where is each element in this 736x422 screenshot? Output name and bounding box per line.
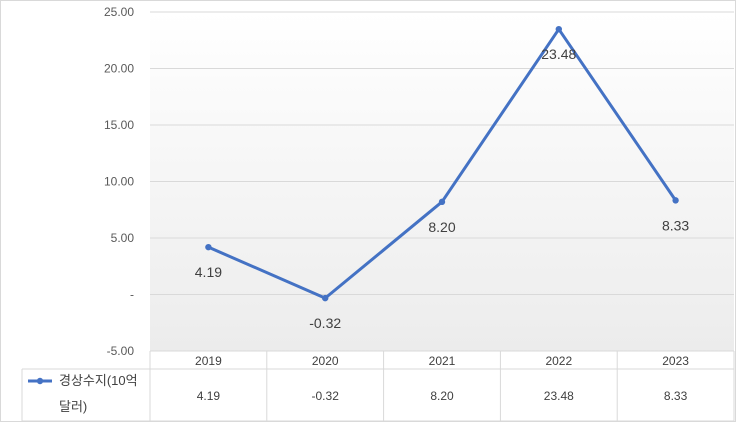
data-label: 8.33 [662,217,689,233]
table-value: 4.19 [197,389,221,403]
data-point [205,243,212,251]
y-tick-label: -5.00 [107,344,135,358]
data-point [438,198,446,206]
gridlines [150,11,734,352]
y-axis-ticks: 25.00 20.00 15.00 10.00 5.00 - -5.00 [104,5,134,358]
x-category-label: 2023 [662,354,689,368]
series-layer: 4.19 -0.32 8.20 23.48 8.33 [195,25,689,331]
data-point [555,25,562,33]
legend-label-line2: 달러) [59,399,87,414]
y-tick-label: 20.00 [104,62,134,76]
legend-marker [36,377,44,385]
table-value: 23.48 [544,389,574,403]
y-tick-label: 10.00 [104,175,134,189]
x-category-label: 2022 [545,354,572,368]
x-category-label: 2019 [195,354,222,368]
data-table: 2019 2020 2021 2022 2023 4.19 -0.32 8.20 23.48 8.… [21,351,735,422]
data-label: -0.32 [309,315,341,331]
x-category-label: 2021 [429,354,456,368]
data-point [322,294,329,302]
data-label: 23.48 [541,46,576,62]
table-value: -0.32 [312,389,340,403]
legend-label-line1: 경상수지(10억 [59,373,138,388]
y-tick-label: 15.00 [104,118,134,132]
data-label: 4.19 [195,264,222,280]
y-tick-label: - [130,288,134,302]
data-label: 8.20 [428,219,455,235]
data-point [672,197,679,204]
y-tick-label: 25.00 [104,5,134,19]
x-category-label: 2020 [312,354,339,368]
table-value: 8.33 [664,389,688,403]
y-tick-label: 5.00 [111,231,135,245]
table-value: 8.20 [430,389,454,403]
